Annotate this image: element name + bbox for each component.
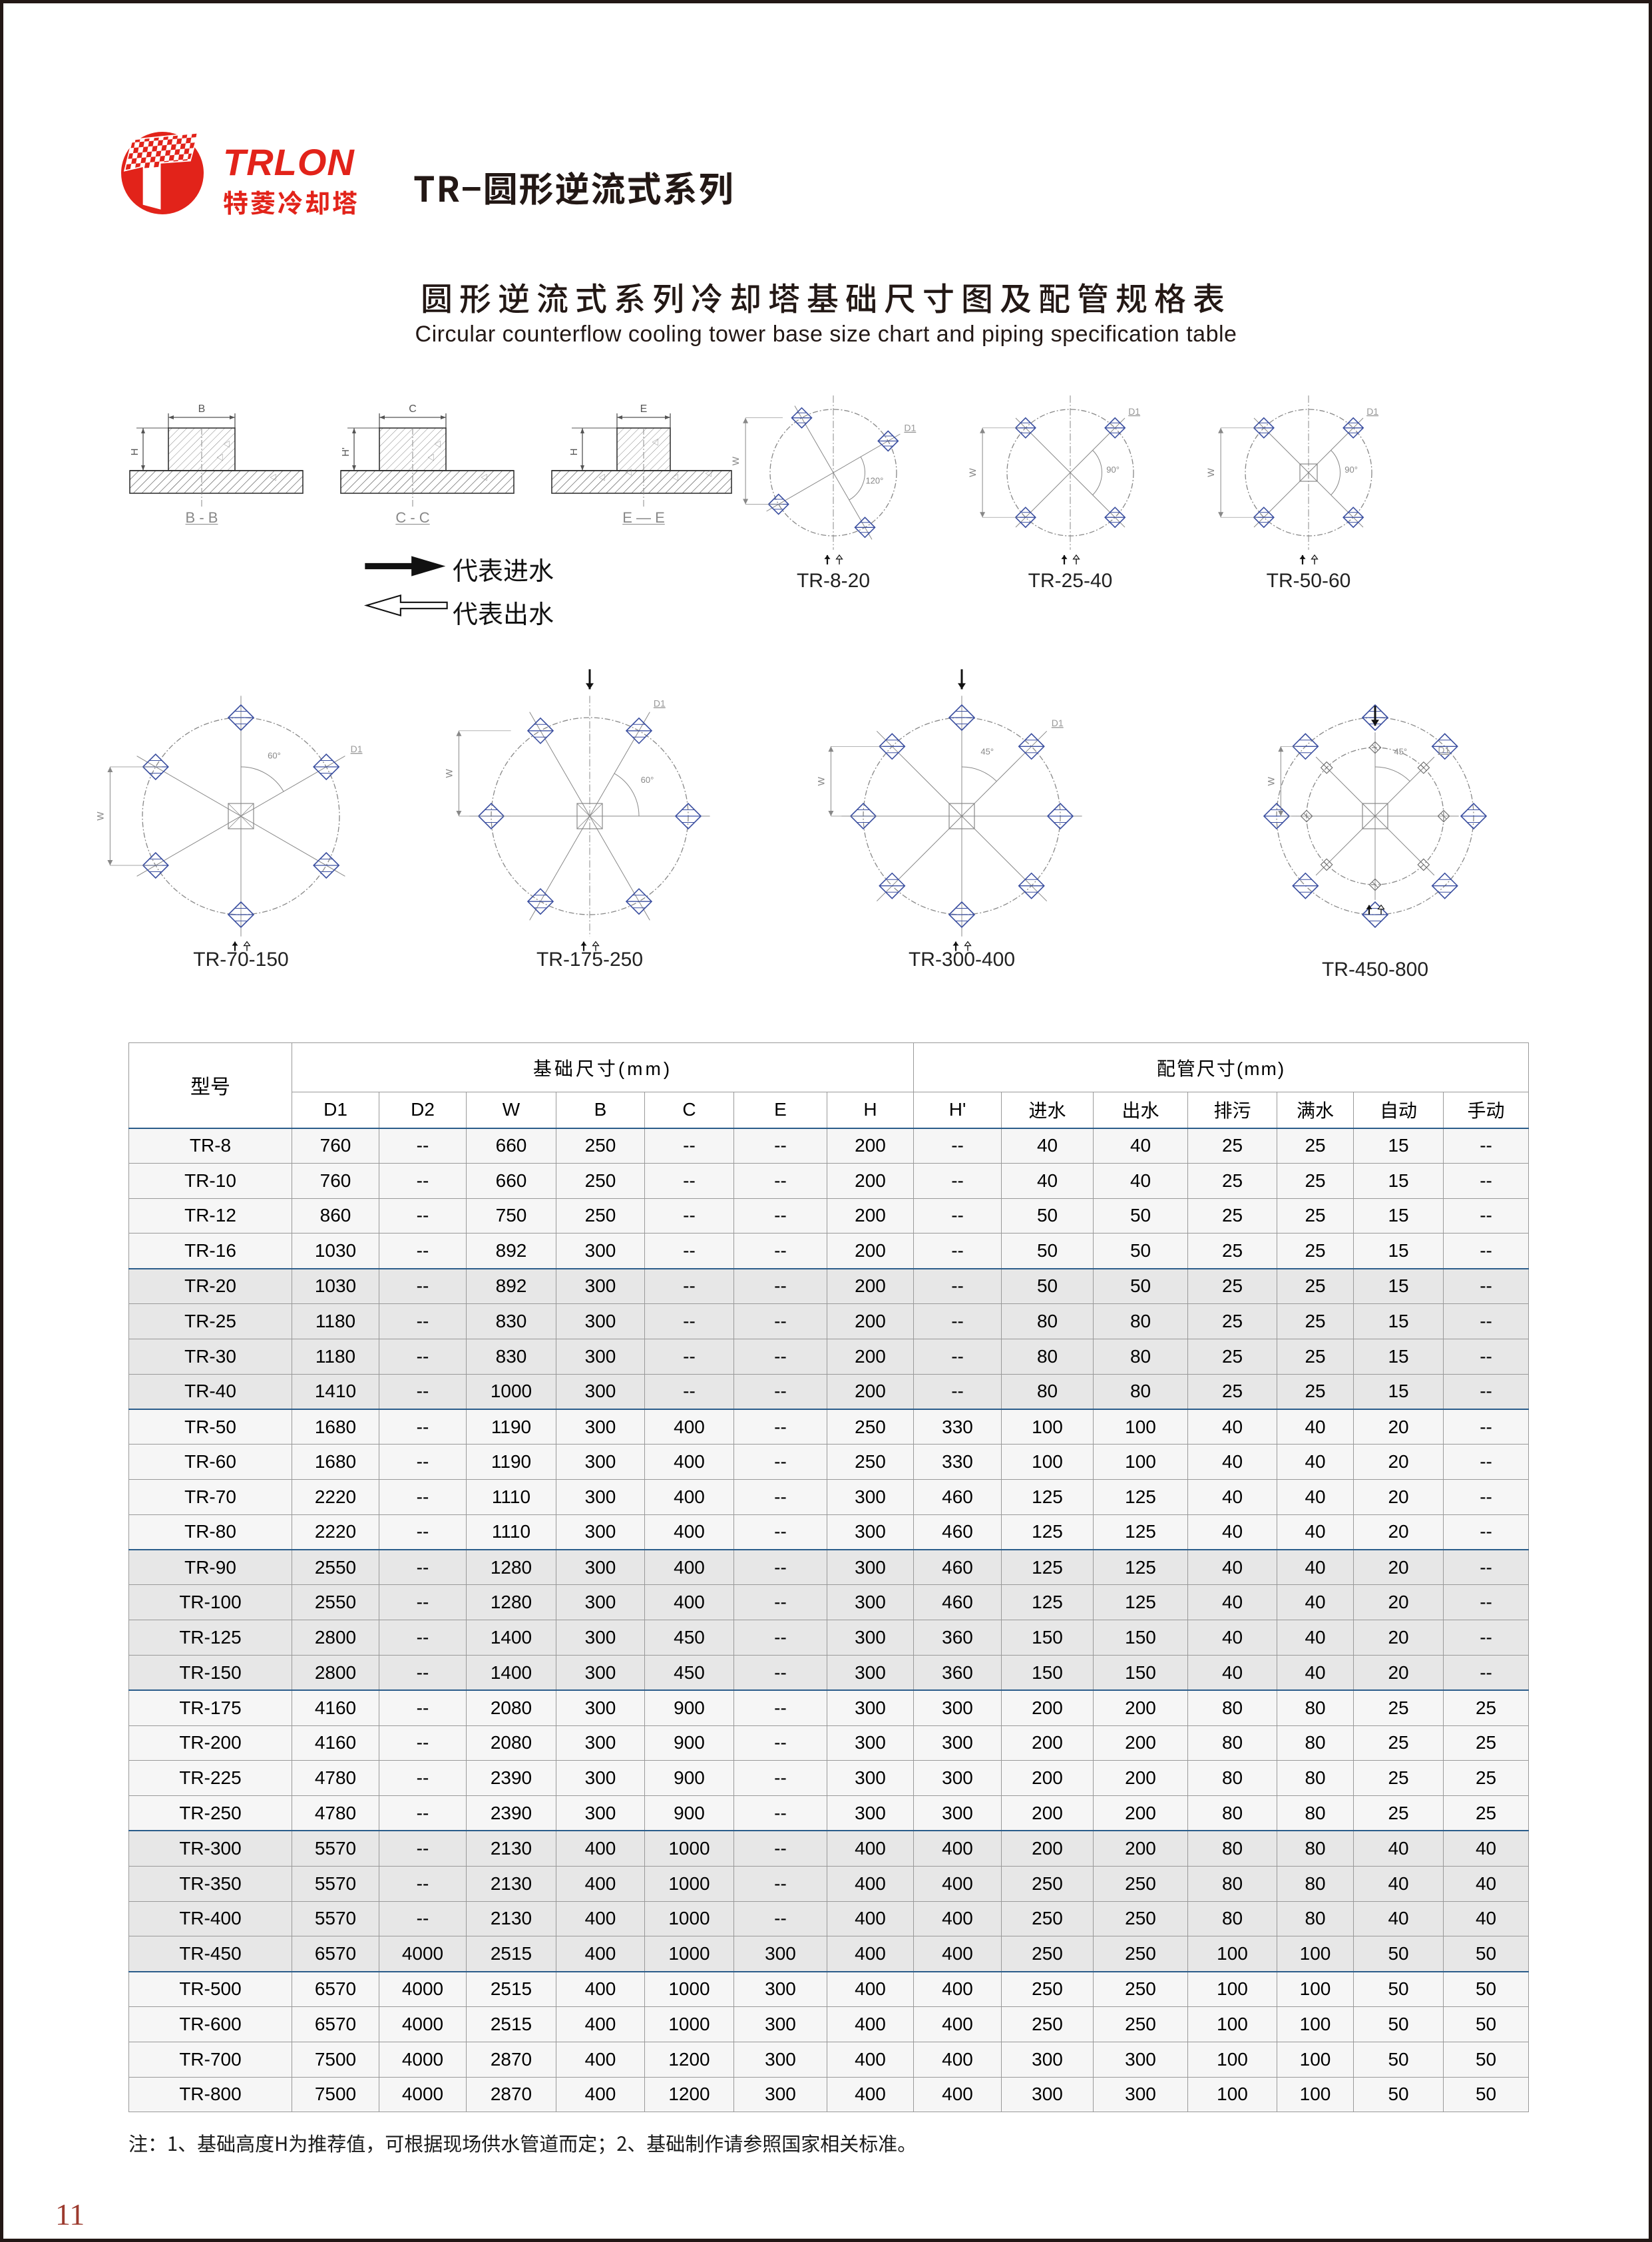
svg-text:W: W	[815, 776, 826, 785]
svg-text:D1: D1	[1128, 406, 1140, 417]
svg-text:TR-25-40: TR-25-40	[1028, 570, 1113, 592]
svg-text:D1: D1	[904, 423, 916, 433]
svg-text:45°: 45°	[1394, 747, 1407, 757]
svg-text:D1: D1	[351, 744, 363, 754]
svg-text:D1: D1	[1052, 718, 1064, 728]
svg-text:W: W	[967, 468, 978, 477]
svg-text:W: W	[1205, 468, 1216, 477]
svg-text:60°: 60°	[268, 751, 281, 761]
svg-text:W: W	[730, 456, 741, 465]
svg-text:90°: 90°	[1344, 465, 1358, 475]
svg-text:90°: 90°	[1106, 465, 1120, 475]
svg-text:TR-70-150: TR-70-150	[193, 949, 288, 971]
svg-text:TR-50-60: TR-50-60	[1267, 570, 1351, 592]
svg-text:TR-8-20: TR-8-20	[797, 570, 870, 592]
svg-text:W: W	[1265, 776, 1276, 785]
svg-text:D1: D1	[1438, 745, 1450, 756]
svg-text:TR-450-800: TR-450-800	[1322, 959, 1428, 981]
svg-text:60°: 60°	[641, 775, 654, 785]
svg-text:TR-300-400: TR-300-400	[909, 949, 1015, 971]
svg-text:TR-175-250: TR-175-250	[536, 949, 643, 971]
svg-text:W: W	[443, 769, 454, 778]
svg-text:45°: 45°	[980, 747, 994, 757]
svg-text:D1: D1	[1366, 406, 1378, 417]
svg-text:D1: D1	[654, 698, 666, 708]
svg-text:W: W	[95, 811, 105, 821]
svg-text:120°: 120°	[865, 476, 883, 486]
